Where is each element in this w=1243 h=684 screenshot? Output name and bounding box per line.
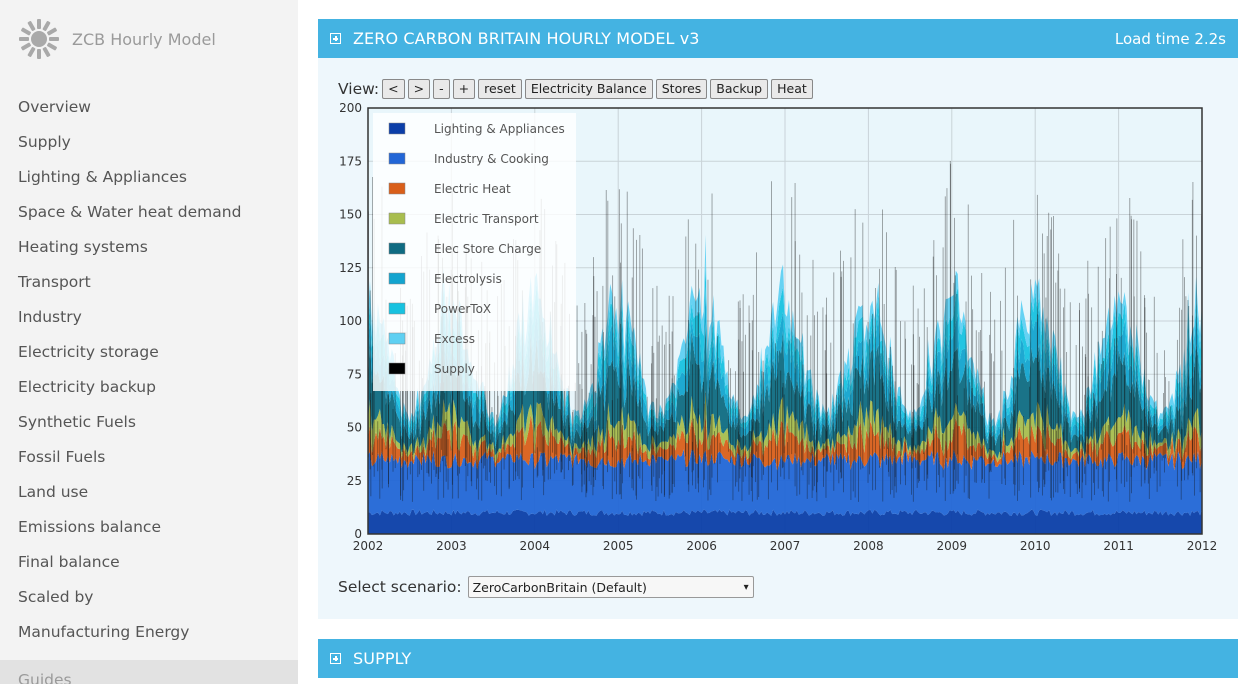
sidebar-item-industry[interactable]: Industry [18,308,82,326]
main-panel-header[interactable]: ZERO CARBON BRITAIN HOURLY MODEL v3 Load… [318,19,1238,58]
area-electric-transport [368,390,1202,464]
area-lighting-appliances [368,509,1202,534]
plot-border [367,107,1203,535]
sidebar-item-synthetic-fuels[interactable]: Synthetic Fuels [18,413,136,431]
sidebar-item-electricity-storage[interactable]: Electricity storage [18,343,159,361]
heat-button[interactable]: Heat [771,79,813,99]
legend-label: Supply [434,362,475,376]
legend-swatch [388,272,406,285]
main-panel-title: ZERO CARBON BRITAIN HOURLY MODEL v3 [353,29,700,48]
sidebar-item-manufacturing-energy[interactable]: Manufacturing Energy [18,623,190,641]
legend-label: Industry & Cooking [434,152,549,166]
sidebar-item-guides[interactable]: Guides [0,660,298,684]
legend-label: Excess [434,332,475,346]
y-tick-label: 125 [339,261,362,275]
scenario-row: Select scenario: ZeroCarbonBritain (Defa… [338,576,754,598]
stacked-area-chart[interactable]: 0 25 50 75 100 125 150 175 200 2002 2003 2004 2005 20… [318,98,1238,568]
sidebar-item-heating-systems[interactable]: Heating systems [18,238,148,256]
legend-swatch [388,182,406,195]
legend-label: PowerToX [434,302,491,316]
x-tick-label: 2004 [520,539,551,553]
area-electric-heat [368,414,1202,471]
x-tick-label: 2003 [436,539,467,553]
x-tick-label: 2010 [1020,539,1051,553]
load-time: Load time 2.2s [1114,29,1226,48]
zoom-in-button[interactable]: + [452,79,476,99]
x-tick-label: 2008 [853,539,884,553]
legend-swatch [388,242,406,255]
sidebar-item-final-balance[interactable]: Final balance [18,553,120,571]
y-tick-label: 175 [339,154,362,168]
legend-swatch [388,332,406,345]
sidebar-item-lighting-appliances[interactable]: Lighting & Appliances [18,168,187,186]
legend-swatch [388,302,406,315]
legend-label: Lighting & Appliances [434,122,565,136]
sidebar-item-overview[interactable]: Overview [18,98,91,116]
main-panel-body: View: < > - + reset Electricity Balance … [318,58,1238,619]
y-tick-label: 25 [347,474,362,488]
sidebar-item-fossil-fuels[interactable]: Fossil Fuels [18,448,106,466]
legend-swatch [388,212,406,225]
y-tick-label: 0 [354,527,362,541]
chevron-down-icon: ▾ [743,581,749,593]
legend-label: Electric Transport [434,212,539,226]
legend-label: Electric Heat [434,182,511,196]
sidebar-item-space-water-heat[interactable]: Space & Water heat demand [18,203,242,221]
view-controls: View: < > - + reset Electricity Balance … [338,79,816,99]
area-electrolysis [368,286,1202,449]
zoom-out-button[interactable]: - [433,79,450,99]
sidebar-item-supply[interactable]: Supply [18,133,71,151]
reset-button[interactable]: reset [478,79,522,99]
electricity-balance-button[interactable]: Electricity Balance [524,79,653,99]
x-tick-label: 2006 [686,539,717,553]
legend-swatch [388,152,406,165]
sidebar-item-emissions-balance[interactable]: Emissions balance [18,518,161,536]
legend-background [373,113,576,391]
expand-icon[interactable] [330,33,341,44]
legend-label: Electrolysis [434,272,502,286]
sidebar-item-transport[interactable]: Transport [18,273,91,291]
legend-swatch [388,122,406,135]
backup-button[interactable]: Backup [710,79,769,99]
scenario-selected-value: ZeroCarbonBritain (Default) [472,579,647,595]
y-tick-label: 75 [347,367,362,381]
area-elec-store-charge [368,322,1202,459]
legend-swatch [388,362,406,375]
sidebar: ZCB Hourly Model Overview Supply Lightin… [0,0,298,684]
brand[interactable]: ZCB Hourly Model [18,18,216,60]
legend-label: Elec Store Charge [434,242,541,256]
scenario-select[interactable]: ZeroCarbonBritain (Default) ▾ [467,576,754,598]
x-tick-label: 2009 [937,539,968,553]
view-next-button[interactable]: > [407,79,431,99]
y-tick-label: 150 [339,208,362,222]
expand-icon[interactable] [330,653,341,664]
area-industry-cooking [368,449,1202,516]
supply-panel-header[interactable]: SUPPLY [318,639,1238,678]
x-tick-label: 2012 [1187,539,1218,553]
x-tick-label: 2005 [603,539,634,553]
sidebar-item-land-use[interactable]: Land use [18,483,89,501]
chart-legend: Lighting & Appliances Industry & Cooking E… [373,113,576,391]
y-tick-label: 200 [339,101,362,115]
sidebar-item-electricity-backup[interactable]: Electricity backup [18,378,156,396]
view-prev-button[interactable]: < [382,79,405,99]
area-powertox [368,259,1202,442]
y-tick-label: 100 [339,314,362,328]
x-tick-label: 2007 [770,539,801,553]
chart-container[interactable]: 0 25 50 75 100 125 150 175 200 2002 2003 2004 2005 20… [318,98,1238,572]
view-label: View: [338,80,380,98]
sidebar-item-scaled-by[interactable]: Scaled by [18,588,94,606]
logo-icon [19,19,59,59]
sidebar-nav: Overview Supply Lighting & Appliances Sp… [0,90,298,650]
x-tick-label: 2011 [1103,539,1134,553]
y-tick-label: 50 [347,421,362,435]
brand-title: ZCB Hourly Model [72,29,216,49]
x-tick-label: 2002 [353,539,384,553]
scenario-label: Select scenario: [338,578,462,596]
stores-button[interactable]: Stores [655,79,708,99]
supply-panel-title: SUPPLY [353,649,412,668]
